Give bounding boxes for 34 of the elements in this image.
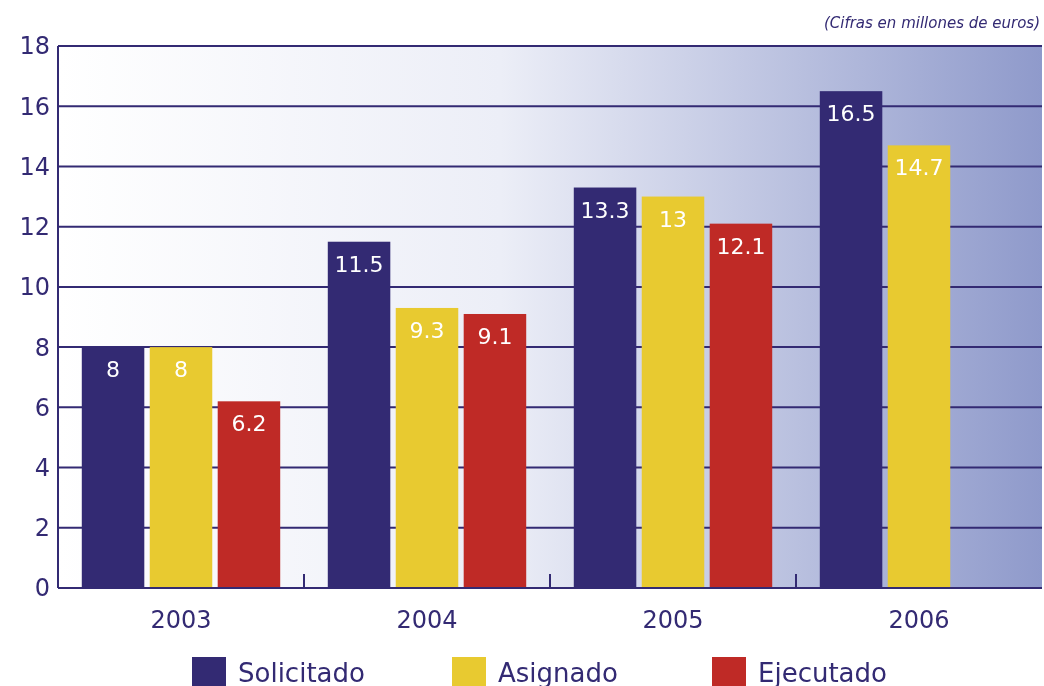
data-label: 9.3 (409, 317, 445, 343)
data-label: 12.1 (716, 233, 766, 259)
data-label: 13 (659, 206, 687, 232)
data-label: 13.3 (580, 197, 630, 223)
y-tick-label: 4 (34, 453, 50, 482)
data-label: 6.2 (231, 411, 267, 437)
data-label: 9.1 (477, 323, 513, 349)
bar (217, 401, 281, 588)
data-label: 16.5 (826, 101, 876, 127)
bar (641, 196, 705, 588)
bar (149, 347, 213, 588)
y-tick-label: 16 (19, 92, 50, 121)
data-label: 8 (106, 357, 121, 383)
x-tick-label: 2003 (150, 606, 212, 634)
data-label: 8 (174, 357, 188, 383)
y-tick-label: 14 (19, 152, 50, 181)
y-tick-label: 12 (19, 213, 50, 242)
bar (709, 223, 773, 588)
text: (Cifras en millones de euros) (823, 14, 1040, 32)
y-tick-label: 6 (34, 393, 50, 422)
y-tick-label: 0 (34, 574, 50, 603)
y-tick-label: 8 (34, 333, 50, 362)
y-tick-label: 10 (19, 273, 50, 302)
y-tick-label: 2 (34, 514, 50, 543)
data-label: 11.5 (334, 251, 384, 277)
legend-label: Solicitado (238, 658, 365, 686)
x-tick-label: 2005 (642, 606, 704, 634)
x-tick-label: 2006 (888, 606, 950, 634)
bar (463, 313, 527, 588)
x-tick-label: 2004 (396, 606, 458, 634)
bar (887, 145, 951, 588)
bar (395, 307, 459, 588)
y-tick-label: 18 (19, 32, 50, 61)
data-label: 14.7 (894, 155, 944, 181)
